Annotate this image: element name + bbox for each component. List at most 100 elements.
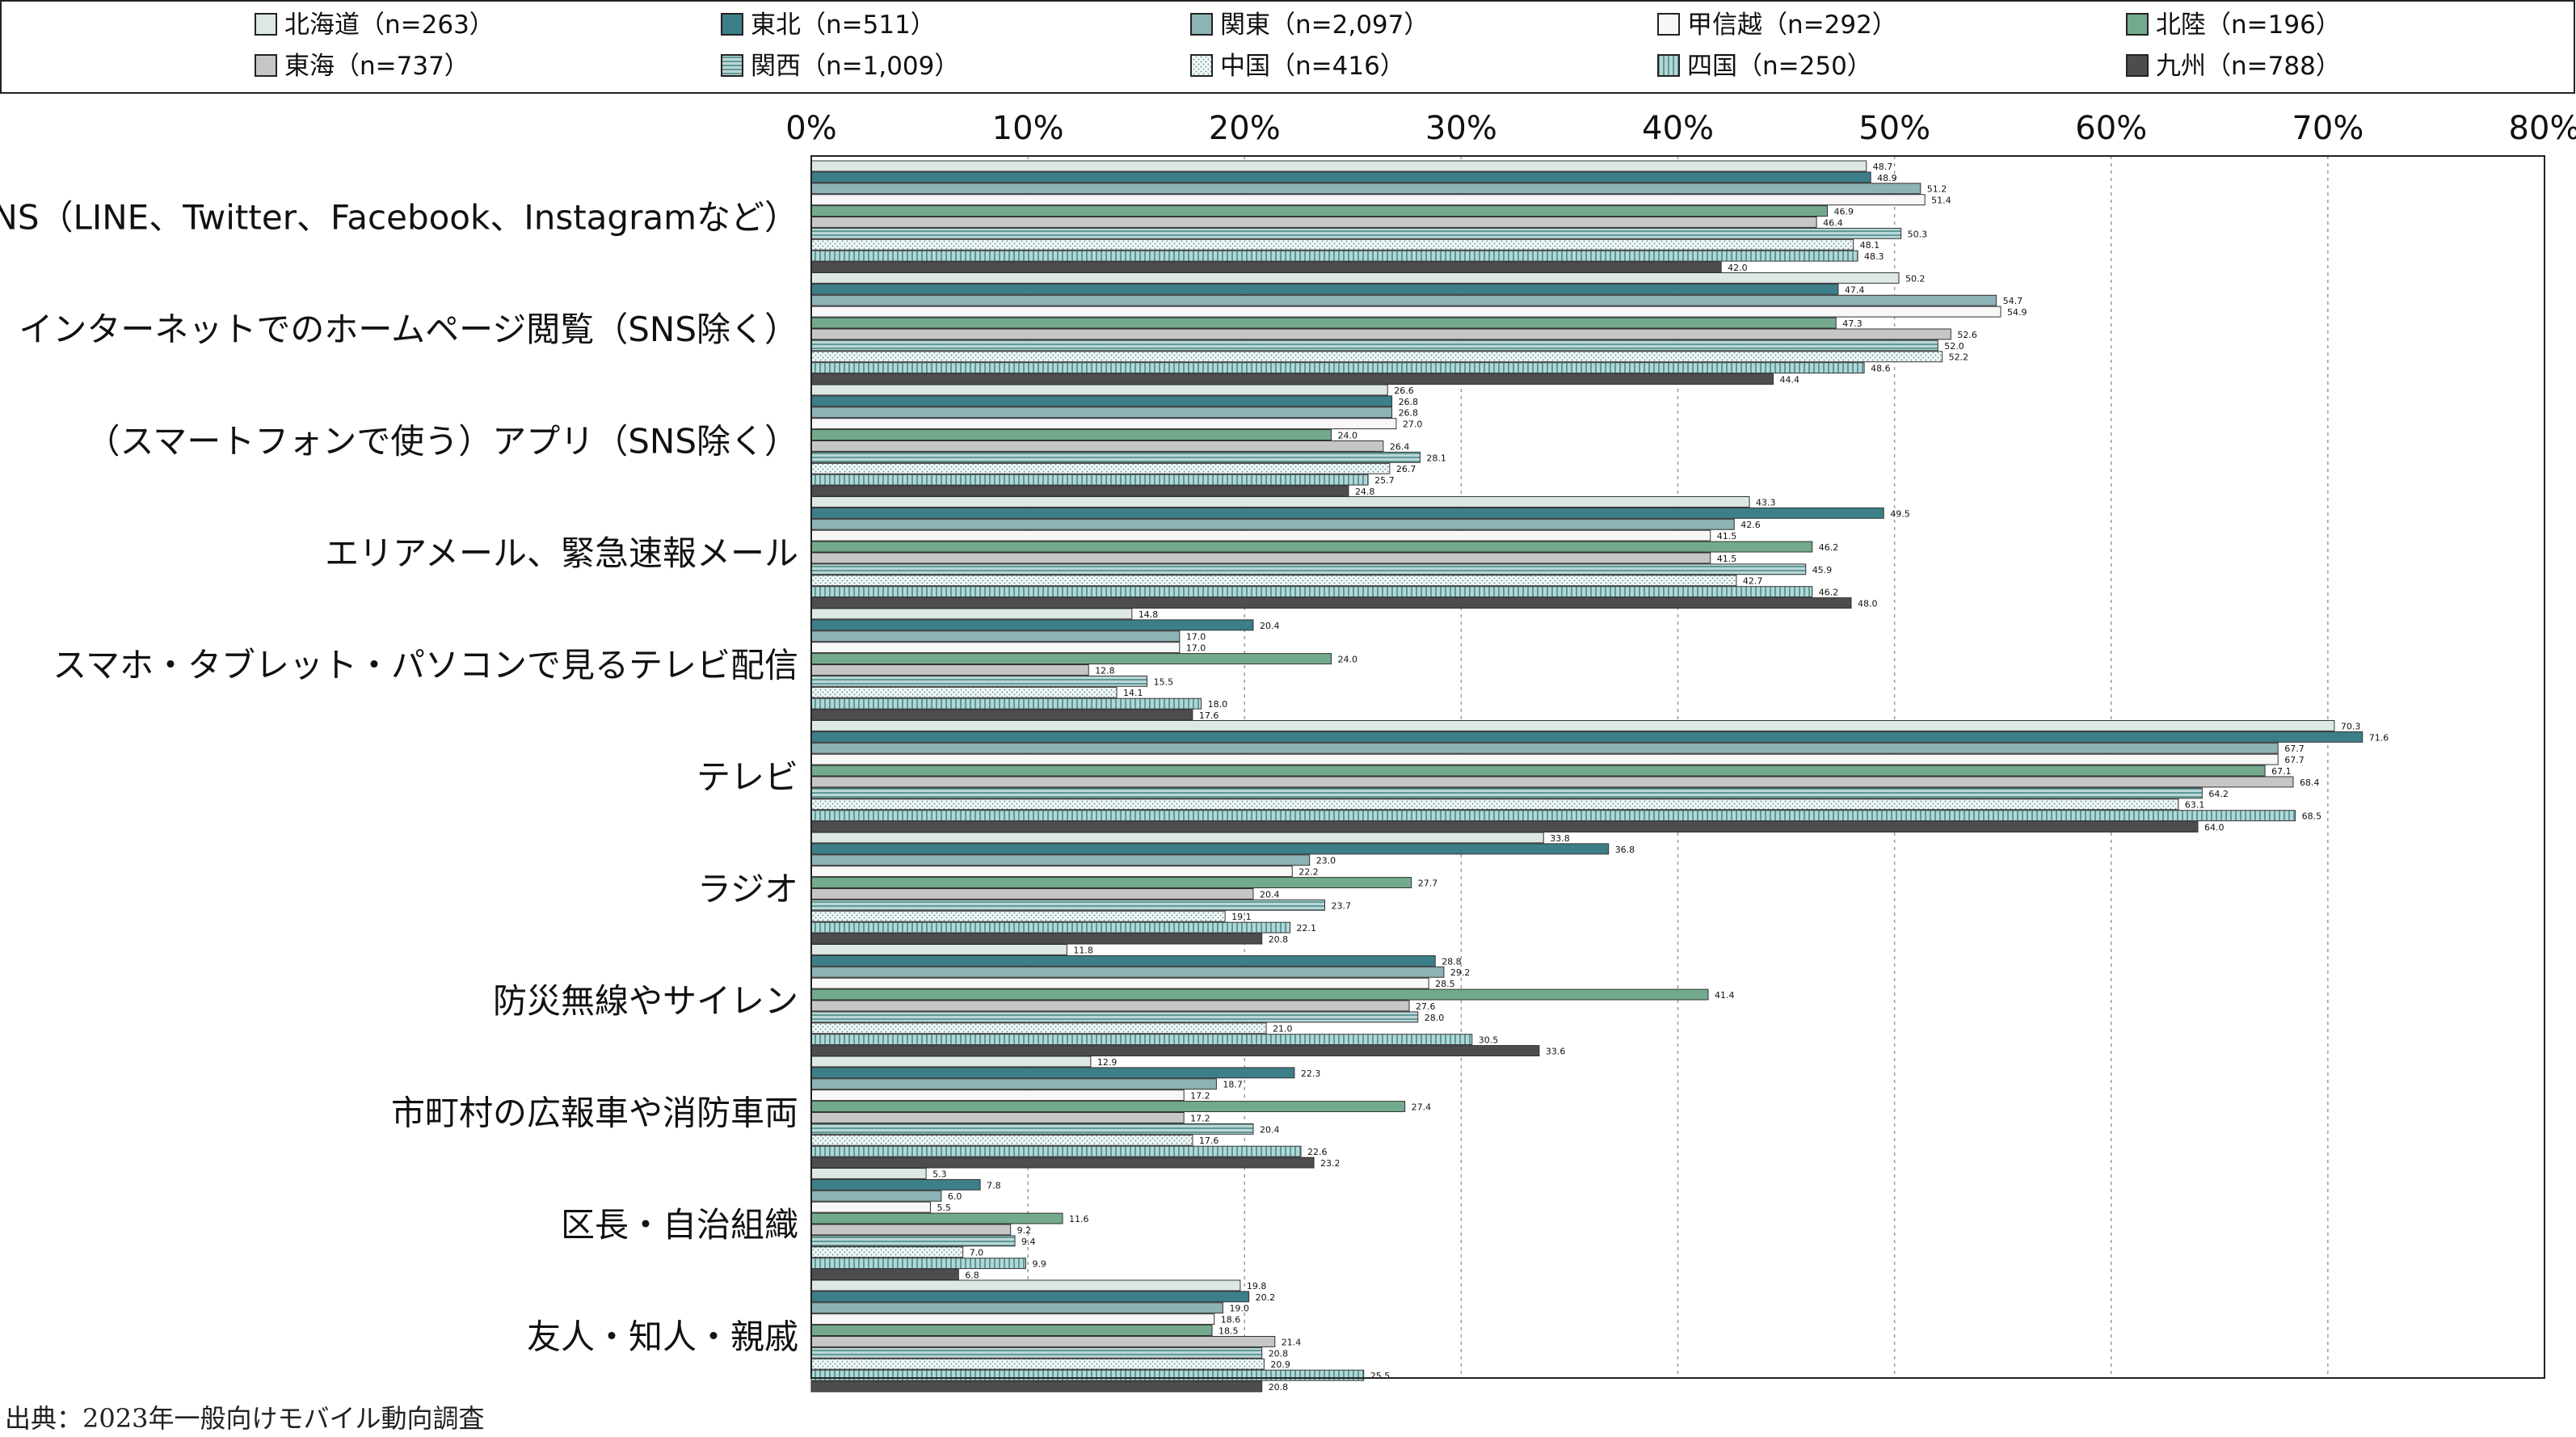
bar [810, 485, 1349, 497]
bar [810, 1022, 1267, 1035]
bar [810, 1325, 1213, 1336]
bar [810, 821, 2199, 832]
bar [810, 1011, 1419, 1023]
data-label: 18.0 [1208, 699, 1228, 710]
data-label: 7.0 [970, 1248, 984, 1258]
bar [810, 217, 1817, 228]
bar [810, 664, 1089, 676]
bar [810, 1168, 927, 1179]
bar [810, 272, 1900, 284]
x-tick-label: 40% [1642, 110, 1714, 147]
data-label: 23.0 [1316, 856, 1336, 866]
data-label: 25.5 [1370, 1371, 1391, 1381]
data-label: 20.9 [1270, 1359, 1290, 1370]
data-label: 52.6 [1957, 330, 1977, 340]
data-label: 48.3 [1864, 251, 1884, 262]
bar [810, 1313, 1215, 1325]
legend-label: 甲信越（n=292） [1687, 11, 1897, 40]
data-label: 67.1 [2271, 766, 2292, 777]
bar [810, 1089, 1185, 1102]
bar [810, 1000, 1410, 1012]
data-label: 17.0 [1186, 643, 1206, 654]
plot-frame [810, 155, 2545, 1379]
data-label: 9.9 [1032, 1259, 1046, 1270]
data-label: 26.4 [1390, 441, 1410, 452]
data-label: 42.7 [1743, 576, 1763, 587]
bar [810, 171, 1871, 183]
bar [810, 753, 2279, 765]
bar [810, 731, 2363, 743]
data-label: 20.4 [1260, 889, 1280, 900]
data-label: 68.5 [2302, 811, 2322, 822]
data-label: 11.8 [1073, 945, 1093, 955]
bar [810, 384, 1388, 396]
bar [810, 630, 1181, 643]
data-label: 17.2 [1190, 1091, 1210, 1102]
bar [810, 1269, 959, 1280]
data-label: 70.3 [2341, 721, 2361, 731]
data-label: 26.7 [1396, 464, 1416, 474]
bar [810, 843, 1610, 855]
data-label: 17.6 [1199, 710, 1219, 721]
legend-swatch [1190, 13, 1213, 36]
data-label: 41.5 [1717, 554, 1737, 564]
bar [810, 776, 2294, 788]
data-label: 64.0 [2204, 823, 2225, 833]
bar [810, 1145, 1302, 1157]
data-label: 23.2 [1320, 1158, 1341, 1169]
bar [810, 1157, 1315, 1169]
data-label: 24.8 [1355, 487, 1375, 497]
x-tick-label: 0% [785, 110, 836, 147]
data-label: 45.9 [1812, 565, 1833, 575]
bar [810, 238, 1854, 251]
data-label: 18.7 [1223, 1080, 1243, 1090]
legend-label: 東海（n=737） [284, 52, 469, 81]
data-label: 48.0 [1858, 599, 1878, 609]
x-tick-label: 50% [1858, 110, 1930, 147]
data-label: 17.2 [1190, 1113, 1210, 1123]
bar [810, 877, 1412, 888]
legend-swatch [1657, 54, 1680, 77]
data-label: 22.3 [1301, 1068, 1321, 1079]
data-label: 25.7 [1374, 475, 1395, 486]
bar [810, 1101, 1406, 1112]
bar [810, 1302, 1223, 1314]
bar [810, 1346, 1263, 1359]
category-label: 区長・自治組織 [561, 1205, 798, 1245]
data-label: 41.4 [1715, 990, 1735, 1001]
data-label: 5.5 [937, 1203, 951, 1213]
bar [810, 1045, 1540, 1056]
bar [810, 418, 1397, 430]
bar [810, 429, 1332, 440]
bar [810, 563, 1807, 575]
data-label: 54.7 [2003, 296, 2023, 306]
category-label: ラジオ [697, 870, 798, 909]
bar [810, 619, 1254, 631]
data-label: 23.7 [1331, 900, 1351, 911]
data-label: 20.2 [1256, 1292, 1276, 1303]
data-label: 5.3 [932, 1169, 947, 1179]
bar [810, 709, 1193, 721]
bar [810, 1190, 942, 1202]
bar [810, 1056, 1092, 1068]
data-label: 67.7 [2284, 755, 2305, 765]
data-label: 36.8 [1615, 845, 1635, 855]
data-label: 22.6 [1307, 1147, 1328, 1157]
legend-swatch [721, 54, 743, 77]
data-label: 26.6 [1394, 386, 1414, 396]
data-label: 24.0 [1338, 655, 1358, 665]
bar [810, 1201, 931, 1213]
data-label: 14.8 [1139, 609, 1159, 620]
bar [810, 194, 1926, 206]
data-label: 19.0 [1229, 1304, 1249, 1314]
data-label: 48.9 [1877, 173, 1897, 183]
data-label: 51.2 [1927, 184, 1947, 195]
data-label: 17.6 [1199, 1136, 1219, 1146]
bar [810, 474, 1369, 486]
bar [810, 977, 1429, 989]
data-label: 28.5 [1435, 979, 1455, 989]
source-note: 出典：2023年一般向けモバイル動向調査 [5, 1403, 485, 1434]
data-label: 28.1 [1426, 453, 1446, 463]
bar [810, 1224, 1012, 1236]
legend-label: 九州（n=788） [2156, 52, 2341, 81]
